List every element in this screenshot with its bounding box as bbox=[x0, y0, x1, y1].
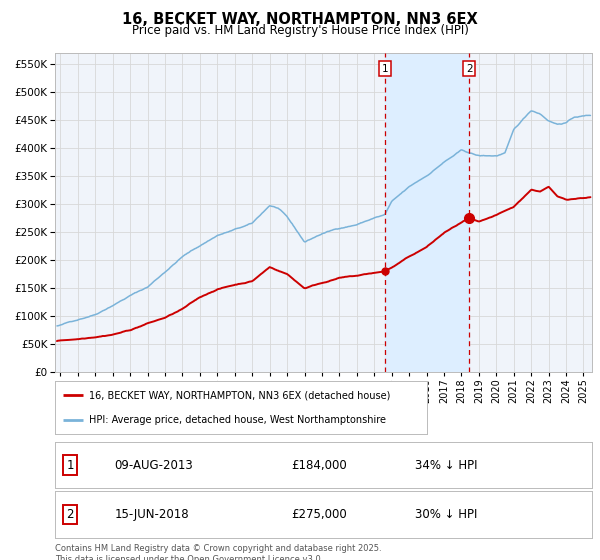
Text: HPI: Average price, detached house, West Northamptonshire: HPI: Average price, detached house, West… bbox=[89, 414, 386, 424]
Text: £275,000: £275,000 bbox=[292, 508, 347, 521]
Bar bbox=[385, 53, 469, 372]
Text: 2: 2 bbox=[466, 64, 473, 74]
Text: Price paid vs. HM Land Registry's House Price Index (HPI): Price paid vs. HM Land Registry's House … bbox=[131, 24, 469, 37]
Text: 16, BECKET WAY, NORTHAMPTON, NN3 6EX: 16, BECKET WAY, NORTHAMPTON, NN3 6EX bbox=[122, 12, 478, 27]
Text: 16, BECKET WAY, NORTHAMPTON, NN3 6EX (detached house): 16, BECKET WAY, NORTHAMPTON, NN3 6EX (de… bbox=[89, 390, 390, 400]
Text: 34% ↓ HPI: 34% ↓ HPI bbox=[415, 459, 478, 472]
Text: 1: 1 bbox=[382, 64, 388, 74]
Text: 1: 1 bbox=[67, 459, 74, 472]
Text: 09-AUG-2013: 09-AUG-2013 bbox=[114, 459, 193, 472]
Text: 15-JUN-2018: 15-JUN-2018 bbox=[114, 508, 189, 521]
Text: £184,000: £184,000 bbox=[292, 459, 347, 472]
Text: 30% ↓ HPI: 30% ↓ HPI bbox=[415, 508, 478, 521]
Text: 2: 2 bbox=[67, 508, 74, 521]
Text: Contains HM Land Registry data © Crown copyright and database right 2025.
This d: Contains HM Land Registry data © Crown c… bbox=[55, 544, 382, 560]
